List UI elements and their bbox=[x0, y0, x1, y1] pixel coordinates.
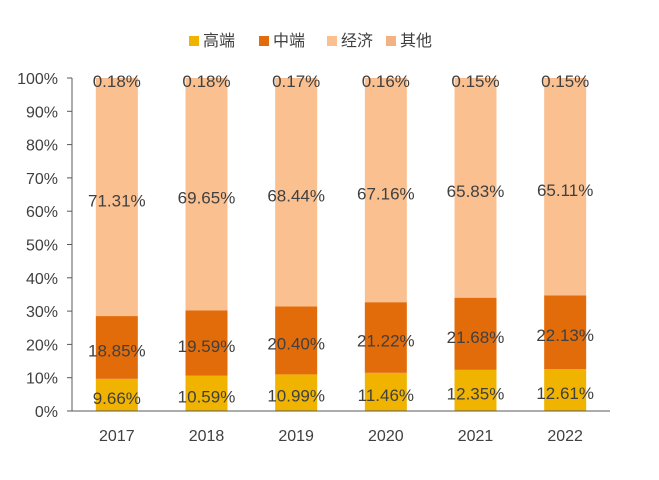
x-tick-label: 2021 bbox=[458, 428, 494, 445]
legend-swatch-3 bbox=[386, 36, 396, 46]
data-label-1-1: 19.59% bbox=[178, 337, 236, 356]
legend-label-2: 经济 bbox=[341, 32, 373, 50]
data-label-0-3: 11.46% bbox=[358, 386, 414, 405]
y-tick-label: 70% bbox=[26, 171, 58, 188]
x-tick-label: 2019 bbox=[278, 428, 314, 445]
data-label-3-4: 0.15% bbox=[451, 72, 499, 91]
data-label-0-0: 9.66% bbox=[93, 389, 141, 408]
data-label-3-5: 0.15% bbox=[541, 72, 589, 91]
data-label-0-1: 10.59% bbox=[178, 387, 236, 406]
data-label-3-2: 0.17% bbox=[272, 72, 320, 91]
data-label-3-1: 0.18% bbox=[182, 72, 230, 91]
data-label-1-4: 21.68% bbox=[447, 328, 505, 347]
data-label-3-0: 0.18% bbox=[93, 72, 141, 91]
legend-label-3: 其他 bbox=[400, 32, 432, 50]
x-tick-label: 2020 bbox=[368, 428, 404, 445]
y-tick-label: 90% bbox=[26, 104, 58, 121]
y-tick-label: 50% bbox=[26, 238, 58, 255]
legend-label-1: 中端 bbox=[273, 32, 305, 50]
y-tick-label: 0% bbox=[35, 404, 58, 421]
bars bbox=[96, 78, 586, 411]
y-tick-label: 60% bbox=[26, 204, 58, 221]
data-label-2-5: 65.11% bbox=[537, 181, 593, 200]
legend-swatch-2 bbox=[327, 36, 337, 46]
y-tick-label: 20% bbox=[26, 337, 58, 354]
x-tick-label: 2017 bbox=[99, 428, 135, 445]
legend-label-0: 高端 bbox=[203, 32, 235, 50]
legend-swatch-0 bbox=[189, 36, 199, 46]
data-label-1-5: 22.13% bbox=[536, 326, 594, 345]
data-label-3-3: 0.16% bbox=[362, 72, 410, 91]
data-label-0-4: 12.35% bbox=[447, 384, 505, 403]
data-label-1-3: 21.22% bbox=[357, 332, 415, 351]
y-tick-label: 10% bbox=[26, 371, 58, 388]
y-axis: 0% 10% 20% 30% 40% 50% 60% 70% 80% 90% 100% bbox=[17, 71, 72, 421]
y-tick-label: 30% bbox=[26, 304, 58, 321]
data-label-2-3: 67.16% bbox=[357, 184, 415, 203]
x-axis: 2017 2018 2019 2020 2021 2022 bbox=[72, 411, 610, 445]
data-label-2-4: 65.83% bbox=[447, 182, 505, 201]
data-label-0-5: 12.61% bbox=[536, 384, 594, 403]
data-label-2-0: 71.31% bbox=[88, 191, 146, 210]
legend: 高端 中端 经济 其他 bbox=[189, 32, 432, 50]
data-label-0-2: 10.99% bbox=[267, 387, 325, 406]
y-tick-label: 40% bbox=[26, 271, 58, 288]
legend-swatch-1 bbox=[259, 36, 269, 46]
x-tick-label: 2022 bbox=[547, 428, 583, 445]
y-tick-label: 80% bbox=[26, 138, 58, 155]
data-label-2-2: 68.44% bbox=[267, 187, 325, 206]
data-label-2-1: 69.65% bbox=[178, 189, 236, 208]
y-tick-label: 100% bbox=[17, 71, 58, 88]
x-tick-label: 2018 bbox=[189, 428, 225, 445]
data-label-1-0: 18.85% bbox=[88, 341, 146, 360]
data-labels: 9.66% 18.85% 71.31% 0.18% 10.59% 19.59% 69.65%… bbox=[88, 72, 594, 408]
data-label-1-2: 20.40% bbox=[267, 334, 325, 353]
